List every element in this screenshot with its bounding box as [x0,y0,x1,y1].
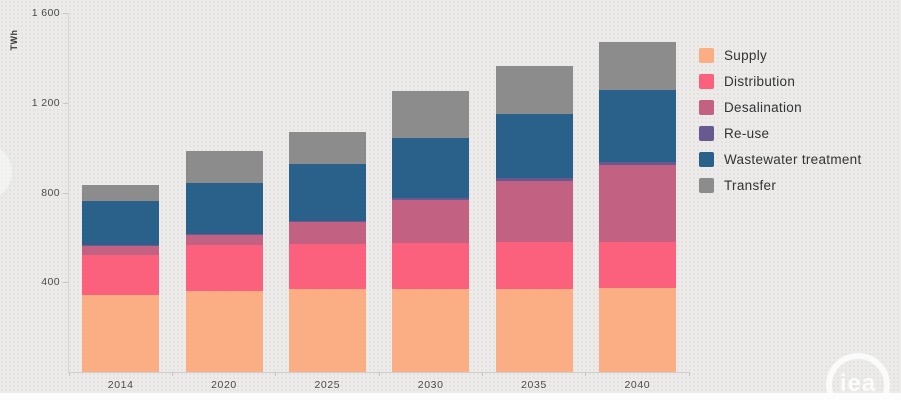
legend-item-transfer: Transfer [699,178,862,193]
bar-2030 [392,91,470,372]
x-tick-mark-4 [481,372,483,376]
y-tick-label-400: 400 [41,276,60,289]
bottom-white-strip [0,393,901,401]
bar-2025 [288,132,366,372]
bar-segment-supply-2025 [288,289,366,372]
iea-logo-text: iea [839,370,877,397]
bar-segment-desalination-2014 [82,245,160,256]
legend-label-wastewater-treatment: Wastewater treatment [724,152,862,167]
legend-swatch-desalination [699,100,714,115]
legend-label-desalination: Desalination [724,100,802,115]
bar-segment-transfer-2014 [82,184,160,201]
bar-2040 [598,41,676,372]
bar-segment-transfer-2035 [495,65,573,114]
bar-segment-re-use-2020 [185,234,263,236]
x-tick-mark-1 [171,372,173,376]
x-tick-mark-6 [688,372,690,376]
bar-segment-wastewater-treatment-2040 [598,89,676,162]
legend-swatch-re-use [699,126,714,141]
legend-item-wastewater-treatment: Wastewater treatment [699,152,862,167]
decorative-circle [0,144,12,200]
bar-segment-distribution-2020 [185,245,263,292]
bar-segment-wastewater-treatment-2025 [288,164,366,221]
bar-segment-desalination-2035 [495,181,573,242]
y-tick-mark-1600 [63,13,68,14]
bar-segment-supply-2030 [392,288,470,372]
legend-label-distribution: Distribution [724,74,796,89]
bar-segment-distribution-2014 [82,255,160,295]
x-category-label-2040: 2040 [624,379,651,391]
bar-segment-supply-2040 [598,288,676,372]
bar-segment-distribution-2040 [598,241,676,289]
bar-segment-desalination-2020 [185,235,263,246]
bar-segment-supply-2014 [82,294,160,372]
bar-segment-distribution-2035 [495,241,573,289]
bar-2014 [82,184,160,372]
x-tick-mark-2 [275,372,277,376]
bar-segment-re-use-2030 [392,197,470,200]
y-tick-mark-400 [63,282,68,284]
legend-item-desalination: Desalination [699,100,862,115]
bar-segment-transfer-2030 [392,91,470,139]
y-tick-label-1600: 1 600 [31,7,60,19]
x-tick-mark-0 [68,372,70,376]
bar-segment-desalination-2040 [598,164,676,242]
legend-item-supply: Supply [699,48,862,63]
y-tick-label-800: 800 [41,186,60,199]
bar-segment-wastewater-treatment-2035 [495,113,573,179]
legend-item-re-use: Re-use [699,126,862,141]
bar-segment-transfer-2040 [598,41,676,90]
bar-segment-wastewater-treatment-2014 [82,200,160,246]
bar-segment-distribution-2025 [288,243,366,290]
x-tick-mark-5 [585,372,587,376]
bar-segment-re-use-2025 [288,220,366,223]
legend-swatch-supply [699,48,714,63]
legend-label-re-use: Re-use [724,126,770,141]
bar-2035 [495,65,573,372]
legend: Supply Distribution Desalination Re-use Wast… [699,48,862,193]
x-category-label-2030: 2030 [417,379,444,391]
bar-segment-wastewater-treatment-2020 [185,183,263,235]
bar-segment-re-use-2035 [495,178,573,182]
x-category-label-2020: 2020 [211,379,237,391]
bar-segment-transfer-2025 [288,132,366,165]
x-category-label-2035: 2035 [521,379,547,391]
plot-area: 400 800 1 200 1 600 2014 2020 2025 2030 2035 2040 [32,7,690,391]
bar-segment-supply-2035 [495,288,573,372]
legend-swatch-wastewater-treatment [699,152,714,167]
legend-label-supply: Supply [724,48,768,63]
y-axis-line [68,13,69,372]
x-tick-mark-3 [378,372,380,376]
bar-segment-wastewater-treatment-2030 [392,138,470,198]
bar-segment-transfer-2020 [185,150,263,184]
iea-logo: iea [826,353,890,417]
legend-swatch-distribution [699,74,714,89]
bar-segment-re-use-2014 [82,245,160,246]
x-category-label-2025: 2025 [314,379,341,391]
y-tick-label-1200: 1 200 [31,96,60,109]
y-axis-unit-label: TWh [9,29,19,51]
bar-segment-supply-2020 [185,291,263,372]
legend-label-transfer: Transfer [724,178,777,193]
bar-segment-distribution-2030 [392,242,470,289]
legend-item-distribution: Distribution [699,74,862,89]
x-category-label-2014: 2014 [107,379,134,391]
bar-segment-re-use-2040 [598,161,676,165]
bar-2020 [185,150,263,372]
legend-swatch-transfer [699,178,714,193]
bar-segment-desalination-2030 [392,199,470,243]
bar-segment-desalination-2025 [288,222,366,244]
y-tick-mark-800 [63,192,68,194]
y-tick-mark-1200 [63,102,68,104]
